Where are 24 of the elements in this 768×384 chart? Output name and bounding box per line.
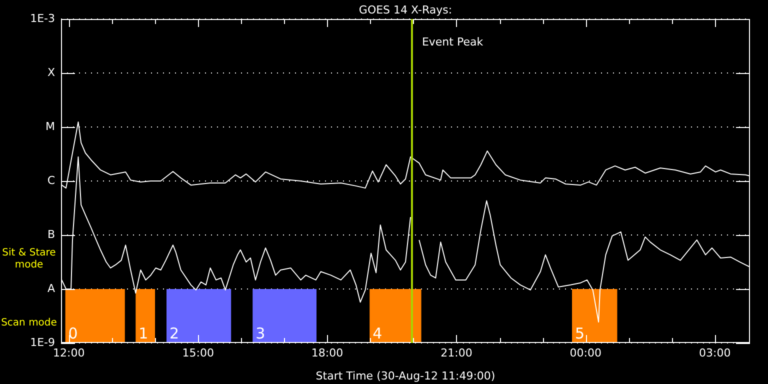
y-tick-label: A	[47, 282, 56, 295]
y-tick-label: B	[47, 228, 55, 241]
band-label: 2	[170, 324, 180, 342]
y-tick-label: 1E-9	[30, 336, 55, 349]
x-tick-label: 21:00	[440, 346, 472, 360]
y-tick-label: C	[47, 174, 56, 187]
y-tick-label: X	[47, 66, 56, 79]
text: Sit & Stare mode	[2, 248, 56, 271]
band-label: 4	[372, 324, 382, 342]
band-label: 0	[68, 324, 78, 342]
x-tick-label: 18:00	[311, 346, 344, 360]
band-label: 1	[138, 324, 148, 342]
ref-line-label: Event Peak	[422, 35, 484, 48]
text: Scan mode	[1, 318, 57, 329]
x-tick-label: 12:00	[53, 346, 85, 360]
band-label: 3	[256, 324, 266, 342]
x-tick-label: 00:00	[570, 346, 602, 360]
x-axis-title: Start Time (30-Aug-12 11:49:00)	[316, 369, 496, 382]
band-label: 5	[575, 324, 585, 342]
x-tick-label: 15:00	[182, 346, 214, 360]
x-tick-label: 03:00	[698, 346, 731, 360]
y-tick-label: 1E-3	[30, 12, 55, 25]
chart-title: GOES 14 X-Rays:	[358, 3, 452, 16]
y-tick-label: M	[46, 120, 55, 133]
